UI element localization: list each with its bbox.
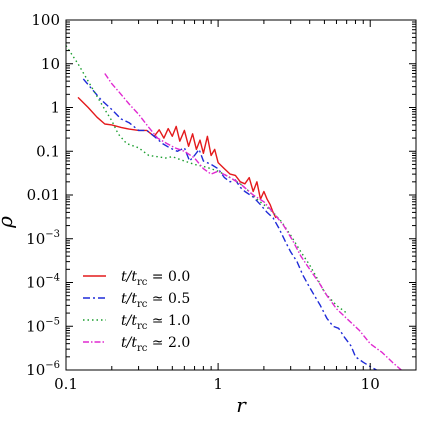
y-tick-label: 10−4 [26,273,60,292]
x-tick-label: 0.1 [54,375,78,393]
x-tick-label: 1 [213,375,223,393]
y-tick-label: 10−3 [26,229,60,248]
y-tick-label: 10 [41,55,60,73]
legend: t/trc = 0.0 t/trc ≃ 0.5 t/trc ≃ 1.0 t/trc ≃… [83,269,190,354]
y-tick-label: 1 [50,99,60,117]
y-tick-label: 100 [31,11,60,29]
series-layer [66,45,402,370]
x-axis-label: r [236,393,247,417]
legend-label-2: t/trc ≃ 1.0 [121,313,190,332]
series-line-3 [104,73,402,370]
series-line-1 [82,78,377,370]
y-tick-label: 10−6 [26,360,60,379]
legend-label-3: t/trc ≃ 2.0 [121,335,190,354]
series-line-2 [66,45,348,314]
y-tick-label: 10−5 [26,316,60,335]
y-tick-label: 0.01 [27,186,60,204]
x-tick-label: 10 [361,375,380,393]
y-axis-label: ρ [0,216,17,229]
tick-layer: 0.1 1 10 100 10 1 0.1 0.01 10−3 10−4 10−5 10−6 [26,11,417,393]
legend-label-1: t/trc ≃ 0.5 [121,291,190,310]
plot-frame [65,19,417,371]
legend-label-0: t/trc = 0.0 [121,269,190,288]
y-tick-label: 0.1 [36,142,60,160]
series-line-0 [77,96,277,219]
